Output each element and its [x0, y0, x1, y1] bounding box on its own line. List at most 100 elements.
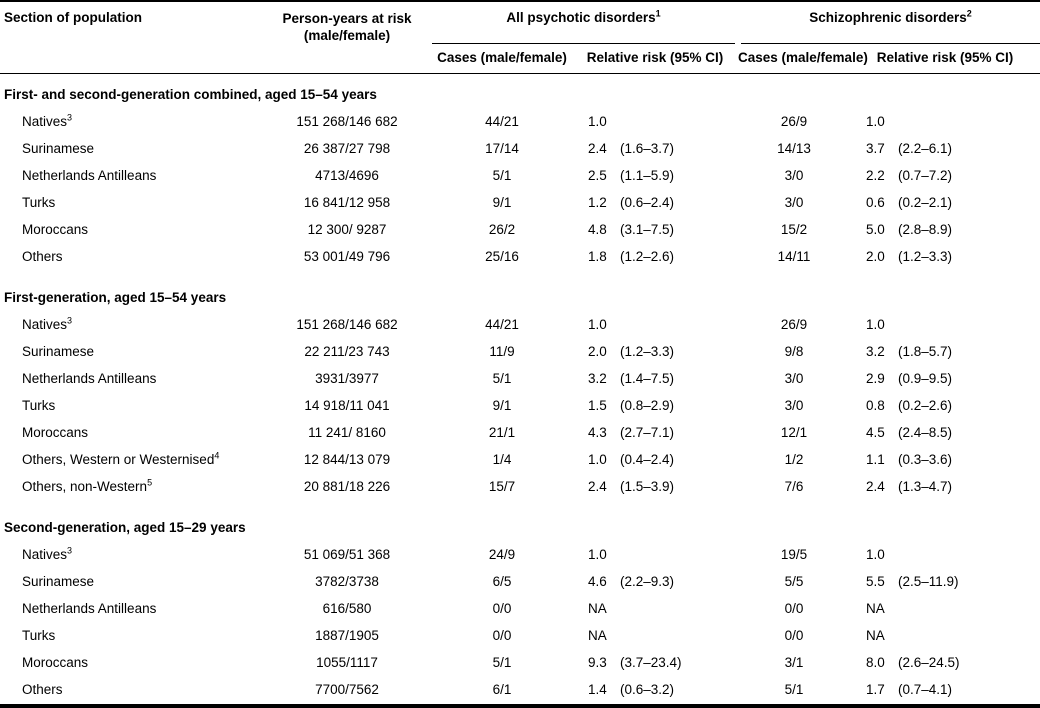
- person-years-cell: 3931/3977: [315, 371, 379, 386]
- relative-risk-cell-psychotic: 2.4: [588, 141, 607, 156]
- relative-risk-cell-psychotic: NA: [588, 628, 607, 643]
- confidence-interval-cell-psychotic: [620, 311, 738, 338]
- cases-cell-psychotic: 21/1: [488, 425, 516, 440]
- row-label: Turks: [0, 622, 262, 649]
- cases-cell-schizophrenic: 14/11: [777, 249, 811, 264]
- header-cases-psychotic: Cases (male/female): [437, 50, 567, 65]
- row-label: Others, Western or Westernised4: [0, 446, 262, 473]
- cases-cell-psychotic: 0/0: [492, 628, 512, 643]
- relative-risk-cell-psychotic: 2.0: [588, 344, 607, 359]
- person-years-cell: 1055/1117: [316, 655, 378, 670]
- section-header-row: First-generation, aged 15–54 years: [0, 284, 1040, 311]
- confidence-interval-cell-psychotic: (3.1–7.5): [620, 222, 675, 237]
- person-years-cell: 616/580: [322, 601, 372, 616]
- row-label-text: Turks: [22, 398, 56, 413]
- cases-cell-schizophrenic: 3/0: [784, 195, 804, 210]
- person-years-cell: 7700/7562: [315, 682, 379, 697]
- footnote-marker: 1: [655, 8, 661, 19]
- confidence-interval-cell-schizophrenic: [898, 541, 1040, 568]
- header-group-schizophrenic-disorders: Schizophrenic disorders2: [741, 2, 1040, 44]
- relative-risk-cell-schizophrenic: 1.1: [866, 452, 885, 467]
- footnote-marker: 3: [67, 315, 73, 326]
- confidence-interval-cell-psychotic: [620, 541, 738, 568]
- row-label-text: Natives: [22, 317, 68, 332]
- table-row: Netherlands Antilleans 3931/3977 5/1 3.2…: [0, 365, 1040, 392]
- relative-risk-cell-psychotic: 1.5: [588, 398, 607, 413]
- cases-cell-psychotic: 26/2: [488, 222, 516, 237]
- person-years-cell: 12 844/13 079: [303, 452, 391, 467]
- relative-risk-cell-psychotic: 1.0: [588, 547, 607, 562]
- confidence-interval-cell-psychotic: (2.7–7.1): [620, 425, 675, 440]
- confidence-interval-cell-schizophrenic: [898, 622, 1040, 649]
- table-row: Others, non-Western5 20 881/18 226 15/7 …: [0, 473, 1040, 500]
- row-label-text: Turks: [22, 195, 56, 210]
- confidence-interval-cell-psychotic: [620, 622, 738, 649]
- cases-cell-psychotic: 5/1: [492, 655, 512, 670]
- relative-risk-cell-schizophrenic: 0.8: [866, 398, 885, 413]
- table-row: Moroccans 12 300/ 9287 26/2 4.8 (3.1–7.5…: [0, 216, 1040, 243]
- row-label-text: Surinamese: [22, 344, 95, 359]
- confidence-interval-cell-psychotic: (3.7–23.4): [620, 655, 682, 670]
- relative-risk-cell-schizophrenic: 3.2: [866, 344, 885, 359]
- confidence-interval-cell-schizophrenic: [898, 108, 1040, 135]
- cases-cell-psychotic: 15/7: [488, 479, 516, 494]
- table-row: Netherlands Antilleans 616/580 0/0 NA 0/…: [0, 595, 1040, 622]
- person-years-cell: 151 268/146 682: [296, 114, 398, 129]
- cases-cell-schizophrenic: 3/1: [784, 655, 804, 670]
- header-person-years: Person-years at risk (male/female): [262, 2, 432, 44]
- row-label: Moroccans: [0, 649, 262, 676]
- confidence-interval-cell-schizophrenic: (0.7–4.1): [898, 682, 953, 697]
- row-label: Natives3: [0, 311, 262, 338]
- row-label: Netherlands Antilleans: [0, 365, 262, 392]
- relative-risk-cell-psychotic: 1.0: [588, 452, 607, 467]
- table-row: Natives3 151 268/146 682 44/21 1.0 26/9 …: [0, 108, 1040, 135]
- row-label: Surinamese: [0, 568, 262, 595]
- confidence-interval-cell-schizophrenic: [898, 595, 1040, 622]
- row-label-text: Natives: [22, 547, 68, 562]
- relative-risk-cell-schizophrenic: 2.9: [866, 371, 885, 386]
- confidence-interval-cell-schizophrenic: (1.3–4.7): [898, 479, 953, 494]
- confidence-interval-cell-psychotic: (1.1–5.9): [620, 168, 675, 183]
- person-years-cell: 151 268/146 682: [296, 317, 398, 332]
- relative-risk-cell-schizophrenic: NA: [866, 628, 885, 643]
- row-label: Others: [0, 243, 262, 270]
- footnote-marker: 5: [147, 477, 153, 488]
- relative-risk-cell-schizophrenic: 5.0: [866, 222, 885, 237]
- header-group-schizophrenic-label: Schizophrenic disorders2: [809, 8, 972, 25]
- cases-cell-schizophrenic: 9/8: [784, 344, 804, 359]
- header-person-years-line1: Person-years at risk: [282, 11, 412, 26]
- table-row: Others 7700/7562 6/1 1.4 (0.6–3.2) 5/1 1…: [0, 676, 1040, 703]
- cases-cell-schizophrenic: 0/0: [784, 601, 804, 616]
- relative-risk-cell-schizophrenic: 1.0: [866, 114, 885, 129]
- cases-cell-schizophrenic: 12/1: [780, 425, 808, 440]
- header-cases-schizophrenic: Cases (male/female): [738, 50, 868, 65]
- confidence-interval-cell-schizophrenic: (2.2–6.1): [898, 141, 953, 156]
- table-row: Natives3 51 069/51 368 24/9 1.0 19/5 1.0: [0, 541, 1040, 568]
- relative-risk-cell-psychotic: 3.2: [588, 371, 607, 386]
- cases-cell-schizophrenic: 26/9: [780, 114, 808, 129]
- confidence-interval-cell-psychotic: (0.4–2.4): [620, 452, 675, 467]
- person-years-cell: 26 387/27 798: [303, 141, 391, 156]
- confidence-interval-cell-schizophrenic: (1.2–3.3): [898, 249, 953, 264]
- cases-cell-psychotic: 0/0: [492, 601, 512, 616]
- row-label: Moroccans: [0, 216, 262, 243]
- header-group-all-psychotic-disorders: All psychotic disorders1: [432, 2, 735, 44]
- confidence-interval-cell-schizophrenic: (2.4–8.5): [898, 425, 953, 440]
- row-label-text: Others: [22, 682, 63, 697]
- footnote-marker: 3: [67, 112, 73, 123]
- cases-cell-schizophrenic: 1/2: [784, 452, 804, 467]
- row-label: Natives3: [0, 108, 262, 135]
- table-row: Natives3 151 268/146 682 44/21 1.0 26/9 …: [0, 311, 1040, 338]
- row-label-text: Netherlands Antilleans: [22, 371, 157, 386]
- relative-risk-cell-schizophrenic: 8.0: [866, 655, 885, 670]
- table-row: Surinamese 22 211/23 743 11/9 2.0 (1.2–3…: [0, 338, 1040, 365]
- table-row: Turks 14 918/11 041 9/1 1.5 (0.8–2.9) 3/…: [0, 392, 1040, 419]
- row-label-text: Natives: [22, 114, 68, 129]
- header-relative-risk-schizophrenic: Relative risk (95% CI): [876, 50, 1014, 65]
- relative-risk-cell-schizophrenic: 1.7: [866, 682, 885, 697]
- person-years-cell: 11 241/ 8160: [308, 425, 386, 440]
- cases-cell-psychotic: 17/14: [485, 141, 519, 156]
- relative-risk-cell-psychotic: 9.3: [588, 655, 607, 670]
- relative-risk-cell-psychotic: 2.5: [588, 168, 607, 183]
